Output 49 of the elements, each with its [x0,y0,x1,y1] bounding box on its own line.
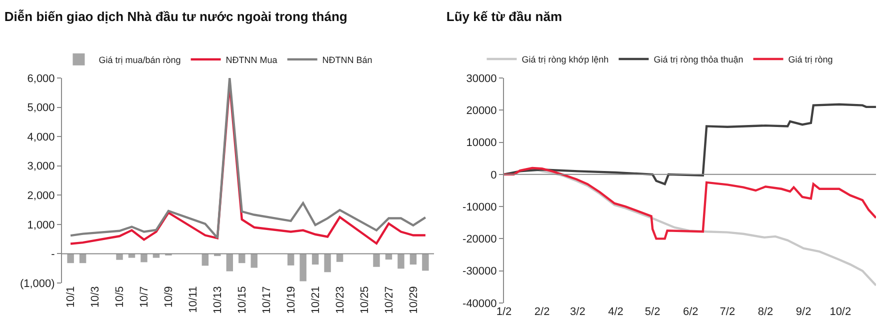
x-tick-label: 10/9 [163,286,176,308]
y-tick-label: - [51,248,56,261]
x-tick-label: 10/19 [285,286,298,314]
chart-title: Diễn biến giao dịch Nhà đầu tư nước ngoài trong tháng [4,8,348,24]
y-tick-label: (1,000) [20,278,55,290]
x-tick-label: 10/15 [236,286,248,314]
x-tick-label: 10/29 [408,286,420,314]
y-tick-label: 1,000 [27,219,55,232]
y-tick-label: 5,000 [27,102,55,114]
x-tick-label: 10/25 [358,286,371,314]
x-tick-label: 10/13 [212,286,224,314]
y-tick-label: -10000 [462,201,497,214]
x-tick-label: 2/2 [534,306,550,318]
x-tick-label: 10/11 [188,286,200,313]
legend-label: NĐTNN Mua [226,54,278,65]
x-tick-label: 10/5 [114,286,126,308]
y-tick-label: 2,000 [27,190,55,202]
x-tick-label: 10/3 [90,286,102,308]
x-tick-label: 10/23 [334,286,346,314]
y-tick-label: 0 [490,169,497,182]
y-tick-label: -40000 [462,298,497,310]
y-tick-label: 10000 [466,137,497,150]
y-tick-label: 30000 [466,72,497,85]
x-tick-label: 4/2 [608,306,624,318]
x-tick-label: 10/27 [383,286,396,314]
x-tick-label: 5/2 [644,306,660,318]
x-tick-label: 10/1 [65,286,78,308]
y-tick-label: 20000 [466,104,497,117]
x-tick-label: 10/7 [138,286,151,308]
x-tick-label: 6/2 [682,306,698,318]
x-tick-label: 10/17 [260,286,273,314]
legend-label: Giá trị mua/bán ròng [98,54,181,65]
y-tick-label: 4,000 [27,131,55,144]
y-tick-label: 6,000 [27,72,55,85]
y-tick-label: 3,000 [27,160,55,173]
x-tick-label: 8/2 [758,306,774,318]
y-tick-label: -20000 [462,234,497,246]
legend-label: Giá trị ròng khớp lệnh [522,54,609,65]
chart-title: Lũy kế từ đầu năm [446,8,562,24]
x-tick-label: 7/2 [720,306,736,318]
legend-label: NĐTNN Bán [322,54,372,65]
x-tick-label: 1/2 [496,306,512,318]
legend-label: Giá trị ròng [788,54,833,65]
y-tick-label: -30000 [462,266,497,278]
legend-label: Giá trị ròng thỏa thuận [654,54,744,65]
x-tick-label: 3/2 [570,306,586,318]
x-tick-label: 10/21 [310,286,322,314]
x-tick-label: 9/2 [796,306,812,318]
x-tick-label: 10/2 [830,306,852,318]
